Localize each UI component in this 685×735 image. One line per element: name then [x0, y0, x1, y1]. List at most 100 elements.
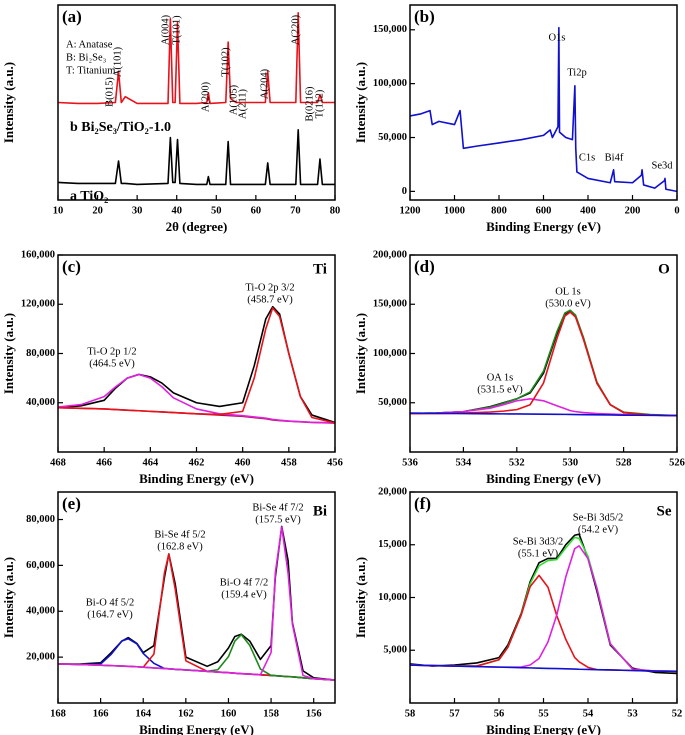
y-tick-label: 20,000 — [26, 652, 55, 663]
annotation: Ti-O 2p 3/2 — [245, 282, 294, 293]
annotation: Bi-O 4f 5/2 — [86, 597, 134, 608]
annotation: Bi4f — [605, 152, 624, 163]
x-tick-label: 158 — [263, 708, 279, 719]
spectrum-line — [410, 26, 677, 193]
y-tick-label: 120,000 — [21, 299, 55, 310]
panel-label: (c) — [62, 257, 81, 276]
y-axis-title: Intensity (a.u.) — [353, 313, 368, 394]
panel-label: (e) — [62, 494, 81, 513]
panel: 58 57 56 55 54 53 52 5,000 10,000 15,000 20,000 Bin… — [353, 486, 682, 735]
annotation: Se-Bi 3d5/2 — [573, 512, 623, 523]
annotation: Bi-Se 4f 7/2 — [252, 502, 303, 513]
x-tick-label: 456 — [327, 457, 343, 468]
annotation: C1s — [579, 152, 595, 163]
x-tick-label: 162 — [178, 708, 194, 719]
panel-label: (a) — [62, 7, 82, 26]
spectrum-line — [410, 412, 677, 417]
annotation: Bi — [313, 503, 327, 519]
spectrum-line — [410, 398, 677, 417]
annotation: b Bi₂Se₃/TiO₂-1.0 — [70, 120, 171, 135]
y-tick-label: 100,000 — [373, 348, 407, 359]
x-tick-label: 40 — [171, 205, 182, 216]
x-tick-label: 466 — [96, 457, 112, 468]
annotation: B: Bi₂Se₃ — [66, 52, 107, 63]
x-tick-label: 460 — [235, 457, 251, 468]
x-tick-label: 56 — [494, 708, 505, 719]
x-tick-label: 166 — [93, 708, 109, 719]
panel-label: (f) — [414, 494, 431, 513]
x-tick-label: 20 — [92, 205, 103, 216]
y-axis-title: Intensity (a.u.) — [1, 557, 16, 638]
spectrum-line — [410, 309, 677, 417]
y-tick-label: 15,000 — [378, 539, 407, 550]
y-axis-title: Intensity (a.u.) — [1, 62, 16, 143]
annotation: Se3d — [652, 160, 674, 171]
x-tick-label: 10 — [53, 205, 64, 216]
x-tick-label: 536 — [402, 457, 418, 468]
annotation: T(101) — [171, 15, 182, 45]
y-tick-label: 80,000 — [26, 348, 55, 359]
annotation: A(204) — [259, 68, 270, 99]
x-tick-label: 200 — [625, 205, 641, 216]
x-tick-label: 600 — [536, 205, 552, 216]
annotation: (54.2 eV) — [578, 524, 619, 535]
annotation: T(112) — [314, 89, 325, 118]
annotation: A(101) — [112, 46, 123, 77]
x-tick-label: 156 — [306, 708, 322, 719]
annotation: (162.8 eV) — [157, 541, 203, 552]
x-tick-label: 57 — [449, 708, 460, 719]
y-tick-label: 40,000 — [26, 606, 55, 617]
x-tick-label: 168 — [50, 708, 66, 719]
spectrum-line — [410, 310, 677, 417]
spectrum-line — [410, 311, 677, 417]
annotation: (164.7 eV) — [87, 609, 133, 620]
y-tick-label: 50,000 — [378, 132, 407, 143]
annotation: O1s — [549, 32, 566, 43]
panel: 10 20 30 40 50 60 70 80 2θ (degree) Intensity (a.… — [1, 4, 341, 234]
y-tick-label: 200,000 — [373, 249, 407, 260]
x-tick-label: 800 — [491, 205, 507, 216]
annotation: (530.0 eV) — [545, 298, 591, 309]
annotation: Ti — [313, 261, 327, 277]
annotation: Bi-O 4f 7/2 — [220, 577, 268, 588]
y-axis-title: Intensity (a.u.) — [1, 313, 16, 394]
y-tick-label: 0 — [402, 186, 407, 197]
x-axis-title: 2θ (degree) — [166, 219, 228, 234]
annotation: (55.1 eV) — [518, 548, 559, 559]
x-tick-label: 464 — [142, 457, 159, 468]
spectrum-line — [58, 12, 335, 105]
x-tick-label: 80 — [330, 205, 341, 216]
x-tick-label: 160 — [221, 708, 237, 719]
annotation: (464.5 eV) — [89, 358, 135, 369]
spectrum-line — [58, 633, 335, 681]
y-tick-label: 40,000 — [26, 397, 55, 408]
x-axis-title: Binding Energy (eV) — [486, 471, 601, 486]
spectrum-line — [410, 664, 677, 673]
annotation: B(015) — [104, 77, 115, 107]
annotation: (458.7 eV) — [247, 294, 293, 305]
annotation: A: Anatase — [66, 39, 113, 50]
x-tick-label: 400 — [580, 205, 596, 216]
plot-frame — [57, 4, 336, 201]
x-tick-label: 60 — [251, 205, 262, 216]
y-tick-label: 100,000 — [373, 78, 407, 89]
y-tick-label: 150,000 — [373, 299, 407, 310]
panel: 536 534 532 530 528 526 50,000 100,000 150,000 20… — [353, 249, 685, 486]
annotation: A(211) — [237, 89, 248, 119]
spectrum-line — [410, 574, 677, 673]
annotation: A(200) — [200, 81, 211, 112]
plot-frame — [57, 491, 336, 704]
y-tick-label: 60,000 — [26, 560, 55, 571]
annotation: B(0216) — [304, 86, 315, 122]
x-tick-label: 462 — [189, 457, 205, 468]
y-axis-title: Intensity (a.u.) — [353, 557, 368, 638]
annotation: T: Titanium — [66, 65, 115, 76]
panel-label: (b) — [414, 7, 435, 26]
x-tick-label: 530 — [562, 457, 578, 468]
x-tick-label: 528 — [616, 457, 632, 468]
annotation: a TiO₂ — [70, 189, 108, 204]
x-tick-label: 54 — [583, 708, 594, 719]
x-tick-label: 532 — [509, 457, 525, 468]
y-axis-title: Intensity (a.u.) — [353, 62, 368, 143]
